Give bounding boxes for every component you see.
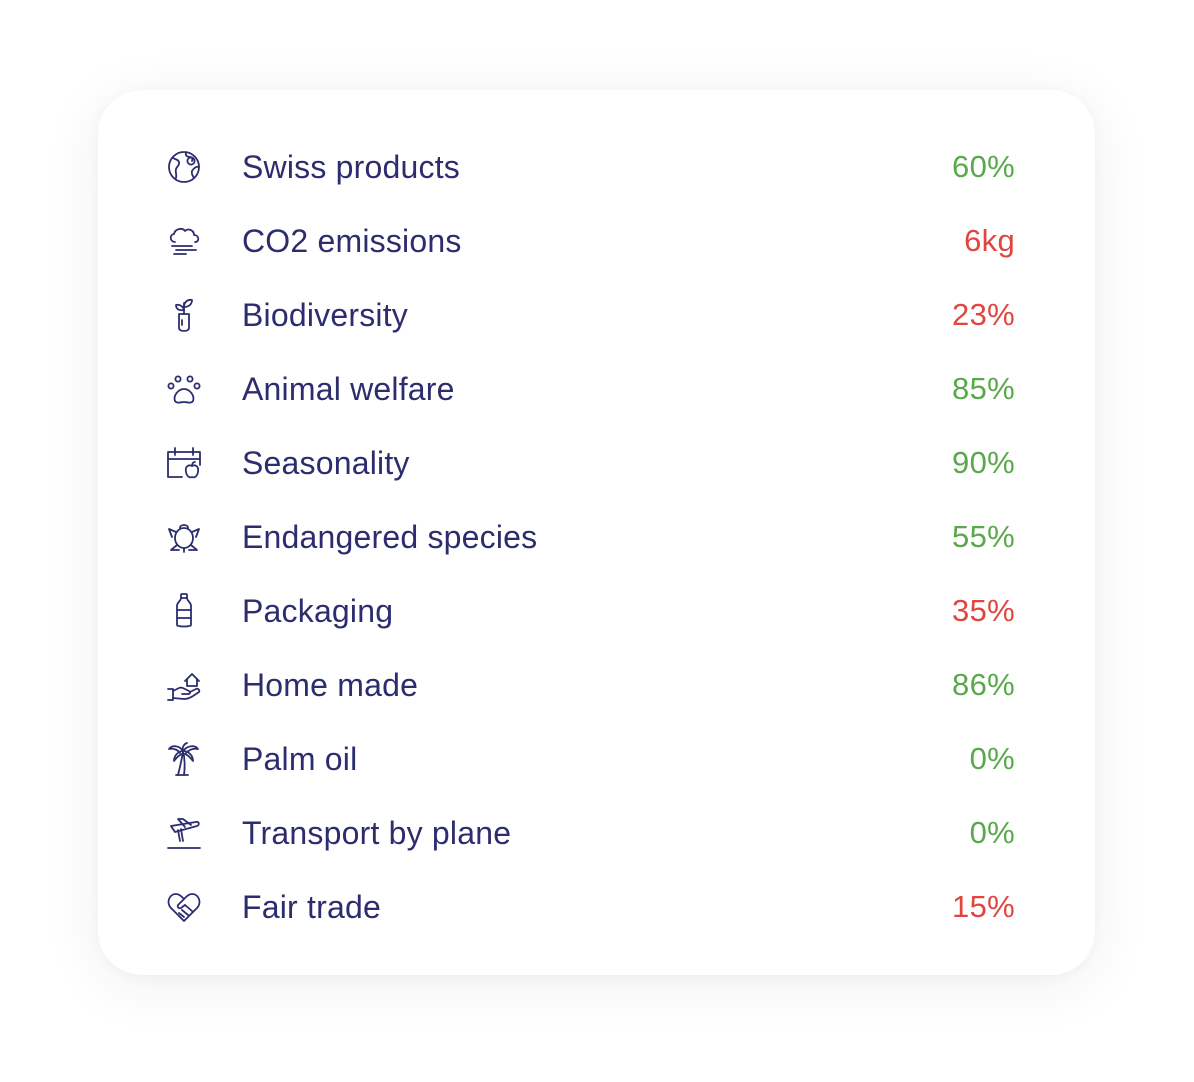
list-item: Seasonality 90% xyxy=(162,426,1015,500)
row-label: Transport by plane xyxy=(242,814,512,851)
row-value: 0% xyxy=(969,741,1015,776)
paw-icon xyxy=(162,367,206,411)
globe-icon xyxy=(162,145,206,189)
row-value: 15% xyxy=(952,889,1015,924)
row-label: Biodiversity xyxy=(242,296,409,333)
cloud-wind-icon xyxy=(162,219,206,263)
handshake-icon xyxy=(162,885,206,929)
sustainability-list: Swiss products 60% CO2 emissions 6kg xyxy=(162,130,1015,944)
calendar-apple-icon xyxy=(162,441,206,485)
row-label: CO2 emissions xyxy=(242,222,462,259)
row-value: 86% xyxy=(952,667,1015,702)
list-item: Fair trade 15% xyxy=(162,870,1015,944)
row-label: Palm oil xyxy=(242,740,358,777)
row-label: Home made xyxy=(242,666,419,703)
row-value: 23% xyxy=(952,297,1015,332)
bottle-icon xyxy=(162,589,206,633)
list-item: Transport by plane 0% xyxy=(162,796,1015,870)
list-item: Swiss products 60% xyxy=(162,130,1015,204)
sustainability-card: Swiss products 60% CO2 emissions 6kg xyxy=(98,90,1095,975)
list-item: Biodiversity 23% xyxy=(162,278,1015,352)
row-label: Fair trade xyxy=(242,888,381,925)
list-item: Packaging 35% xyxy=(162,574,1015,648)
row-value: 60% xyxy=(952,149,1015,184)
row-value: 85% xyxy=(952,371,1015,406)
list-item: Animal welfare 85% xyxy=(162,352,1015,426)
row-label: Swiss products xyxy=(242,148,460,185)
turtle-icon xyxy=(162,515,206,559)
row-value: 55% xyxy=(952,519,1015,554)
palm-tree-icon xyxy=(162,737,206,781)
row-value: 6kg xyxy=(964,223,1015,258)
list-item: Endangered species 55% xyxy=(162,500,1015,574)
list-item: Palm oil 0% xyxy=(162,722,1015,796)
row-label: Seasonality xyxy=(242,444,410,481)
plane-icon xyxy=(162,811,206,855)
hand-house-icon xyxy=(162,663,206,707)
row-value: 35% xyxy=(952,593,1015,628)
list-item: CO2 emissions 6kg xyxy=(162,204,1015,278)
row-value: 0% xyxy=(969,815,1015,850)
row-label: Animal welfare xyxy=(242,370,455,407)
sprout-icon xyxy=(162,293,206,337)
row-value: 90% xyxy=(952,445,1015,480)
list-item: Home made 86% xyxy=(162,648,1015,722)
row-label: Packaging xyxy=(242,592,394,629)
row-label: Endangered species xyxy=(242,518,538,555)
